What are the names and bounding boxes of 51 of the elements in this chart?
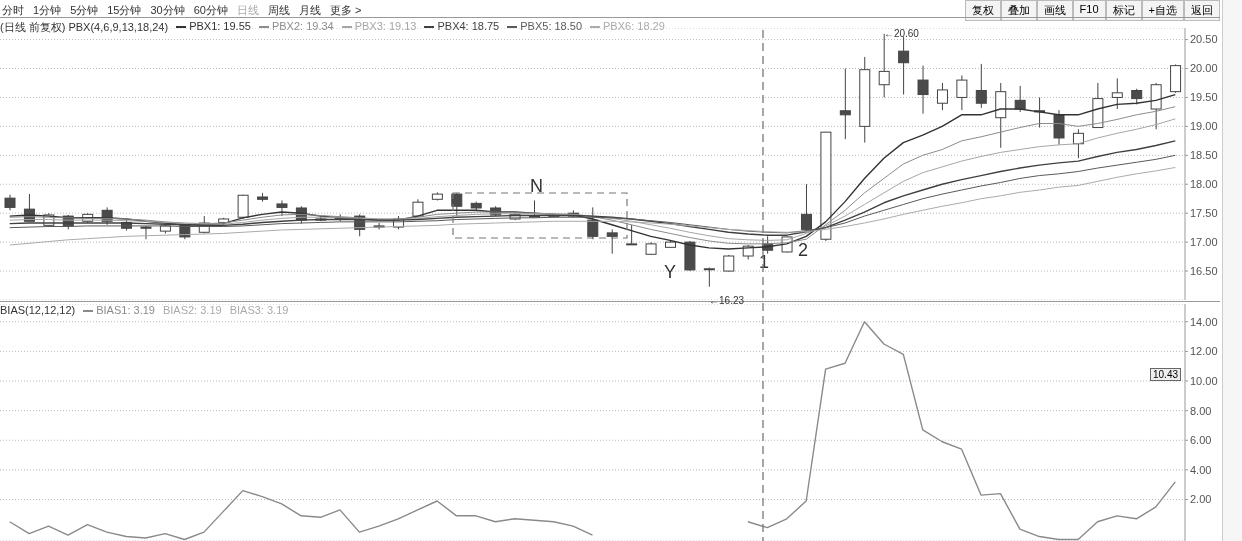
y-tick-label: 4.00 [1190,463,1212,476]
text: +自选 [1141,0,1184,21]
text: 叠加 [1000,0,1037,21]
text: 周线 [268,3,290,18]
legend-label: PBX5: 18.50 [519,20,583,34]
annotation: BIAS3: 3.19 [229,304,289,316]
legend-label: PBX2: 19.34 [270,20,334,34]
text: 5分钟 [70,3,99,18]
y-tick-label: 18.50 [1190,149,1218,162]
chart-title: (日线 前复权) PBX(4,6,9,13,18,24) [0,20,169,35]
legend-label: PBX1: 19.55 [188,20,251,34]
y-tick-label: 18.00 [1190,178,1218,191]
y-tick-label: 17.00 [1190,236,1218,249]
annotation: Y [664,262,677,283]
y-tick-label: 6.00 [1190,434,1212,447]
text: 月线 [299,3,321,18]
text: F10 [1072,0,1106,21]
text: 60分钟 [193,3,228,18]
text: 分时 [2,3,24,18]
y-tick-label: 2.00 [1190,493,1212,506]
chart-title: BIAS(12,12,12) [0,304,76,316]
y-tick-label: 20.50 [1190,33,1218,46]
text: 画线 [1036,0,1073,21]
legend-label: PBX6: 18.29 [602,20,665,34]
y-tick-label: 8.00 [1190,404,1212,417]
y-tick-label: 16.50 [1190,264,1218,277]
y-tick-label: 17.50 [1190,207,1218,220]
text: 更多 > [330,3,362,18]
y-tick-label: 10.00 [1190,374,1218,387]
y-tick-label: 19.00 [1190,120,1218,133]
legend-label: PBX3: 19.13 [353,20,417,34]
annotation: N [530,176,543,197]
text: 1分钟 [33,3,62,18]
annotation: ←20.60 [883,27,919,39]
text: 复权 [964,0,1001,21]
annotation: 1 [759,252,770,273]
y-tick-label: 20.00 [1190,62,1218,75]
annotation: 10.43 [1150,367,1182,381]
legend-label: PBX4: 18.75 [436,20,500,34]
legend-label: BIAS1: 3.19 [95,304,155,316]
annotation: BIAS2: 3.19 [162,304,222,316]
text: 标记 [1105,0,1142,21]
text: 30分钟 [150,3,185,18]
annotation: ←16.23 [709,294,745,306]
y-tick-label: 19.50 [1190,91,1218,104]
text: 15分钟 [107,3,142,18]
text: 返回 [1184,0,1220,21]
text: 日线 [237,3,259,18]
y-tick-label: 14.00 [1190,315,1218,328]
annotation: 2 [798,240,809,261]
y-tick-label: 12.00 [1190,345,1218,358]
